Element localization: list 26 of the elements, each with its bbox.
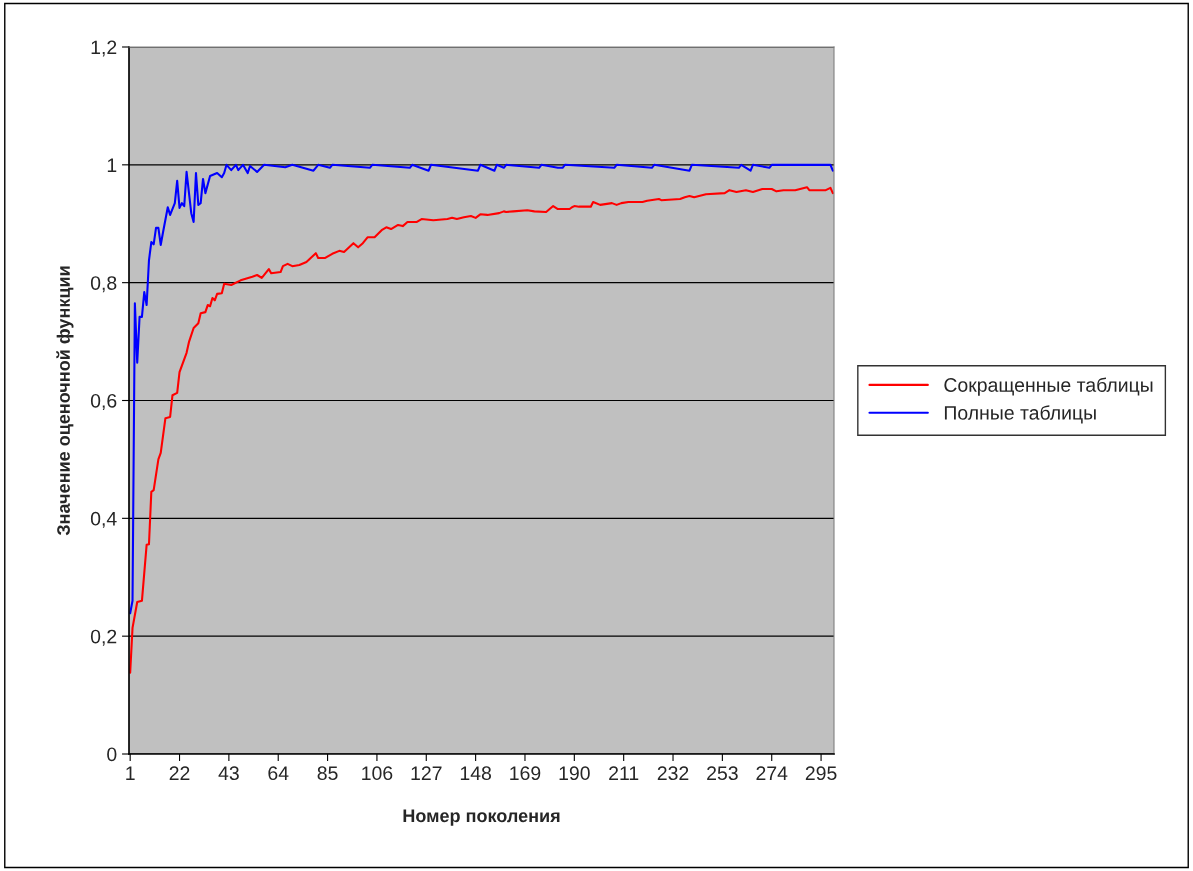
x-tick-label: 106 (362, 766, 393, 781)
x-tick-label: 148 (460, 766, 491, 781)
x-tick-label: 253 (707, 766, 738, 781)
y-tick-label: 1,2 (91, 40, 117, 57)
x-tick-label: 190 (559, 766, 590, 781)
x-tick-label: 85 (317, 766, 338, 781)
y-axis-title: Значение оценочной функции (56, 266, 74, 536)
x-tick-label: 232 (657, 766, 689, 781)
y-tick-label: 0,8 (90, 276, 117, 293)
x-axis-title: Номер поколения (403, 809, 560, 826)
y-tick-label: 0,6 (90, 393, 117, 411)
legend-label: Полные таблицы (944, 405, 1096, 424)
x-tick-label: 64 (268, 766, 289, 781)
y-tick-label: 0 (107, 747, 117, 762)
x-tick-label: 169 (510, 766, 541, 781)
y-tick-label: 0,2 (90, 629, 117, 646)
x-tick-label: 211 (609, 766, 639, 780)
x-tick-label: 43 (218, 766, 239, 781)
x-tick-label: 274 (756, 766, 788, 780)
x-tick-label: 22 (169, 766, 190, 780)
x-tick-label: 127 (411, 766, 442, 780)
y-tick-label: 0,4 (90, 511, 117, 528)
y-tick-label: 1 (107, 158, 117, 172)
x-tick-label: 1 (126, 766, 135, 780)
x-tick-label: 295 (805, 766, 837, 781)
legend-label: Сокращенные таблицы (944, 377, 1153, 396)
